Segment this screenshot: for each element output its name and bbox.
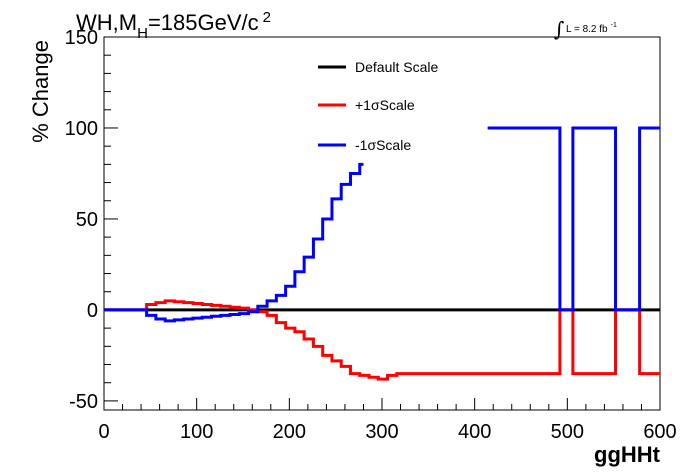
y-tick-label: 150 — [65, 27, 98, 49]
y-tick-label: 100 — [65, 118, 98, 140]
y-tick-label: 50 — [76, 209, 98, 231]
legend-label-plus1sigma: +1σScale — [355, 97, 415, 113]
plot-frame — [103, 36, 661, 411]
lumi-label: L = 8.2 fb -1 — [566, 22, 617, 35]
y-tick-label: -50 — [69, 391, 98, 413]
series-plus1sigma-line — [104, 299, 660, 381]
y-tick-label: 0 — [87, 300, 98, 322]
lumi-text: L = 8.2 fb — [566, 24, 608, 35]
lumi-integral-sign: ∫ — [554, 17, 564, 41]
lumi-superscript: -1 — [611, 22, 617, 29]
chart-title: WH,MH=185GeV/c 2 — [76, 9, 271, 42]
axis-ticks — [103, 36, 661, 410]
legend-label-minus1sigma: -1σScale — [355, 137, 411, 153]
legend: Default Scale +1σScale -1σScale — [318, 59, 438, 153]
x-tick-label: 600 — [643, 421, 676, 443]
x-axis-title: ggHHt — [594, 442, 661, 467]
series-minus1sigma-line-segment-2 — [487, 126, 660, 312]
x-tick-label: 0 — [98, 421, 109, 443]
legend-label-default: Default Scale — [355, 59, 438, 75]
x-tick-label: 400 — [458, 421, 491, 443]
y-axis-title: % Change — [28, 40, 53, 143]
title-superscript: 2 — [263, 9, 271, 26]
series-minus1sigma-line — [104, 162, 364, 323]
title-subscript: H — [137, 25, 148, 42]
series-layer — [104, 126, 660, 381]
x-tick-label: 100 — [180, 421, 213, 443]
x-tick-label: 200 — [273, 421, 306, 443]
x-tick-label: 300 — [365, 421, 398, 443]
x-tick-label: 500 — [551, 421, 584, 443]
title-main: WH,M — [76, 10, 137, 35]
title-value: =185GeV/c — [148, 10, 259, 35]
